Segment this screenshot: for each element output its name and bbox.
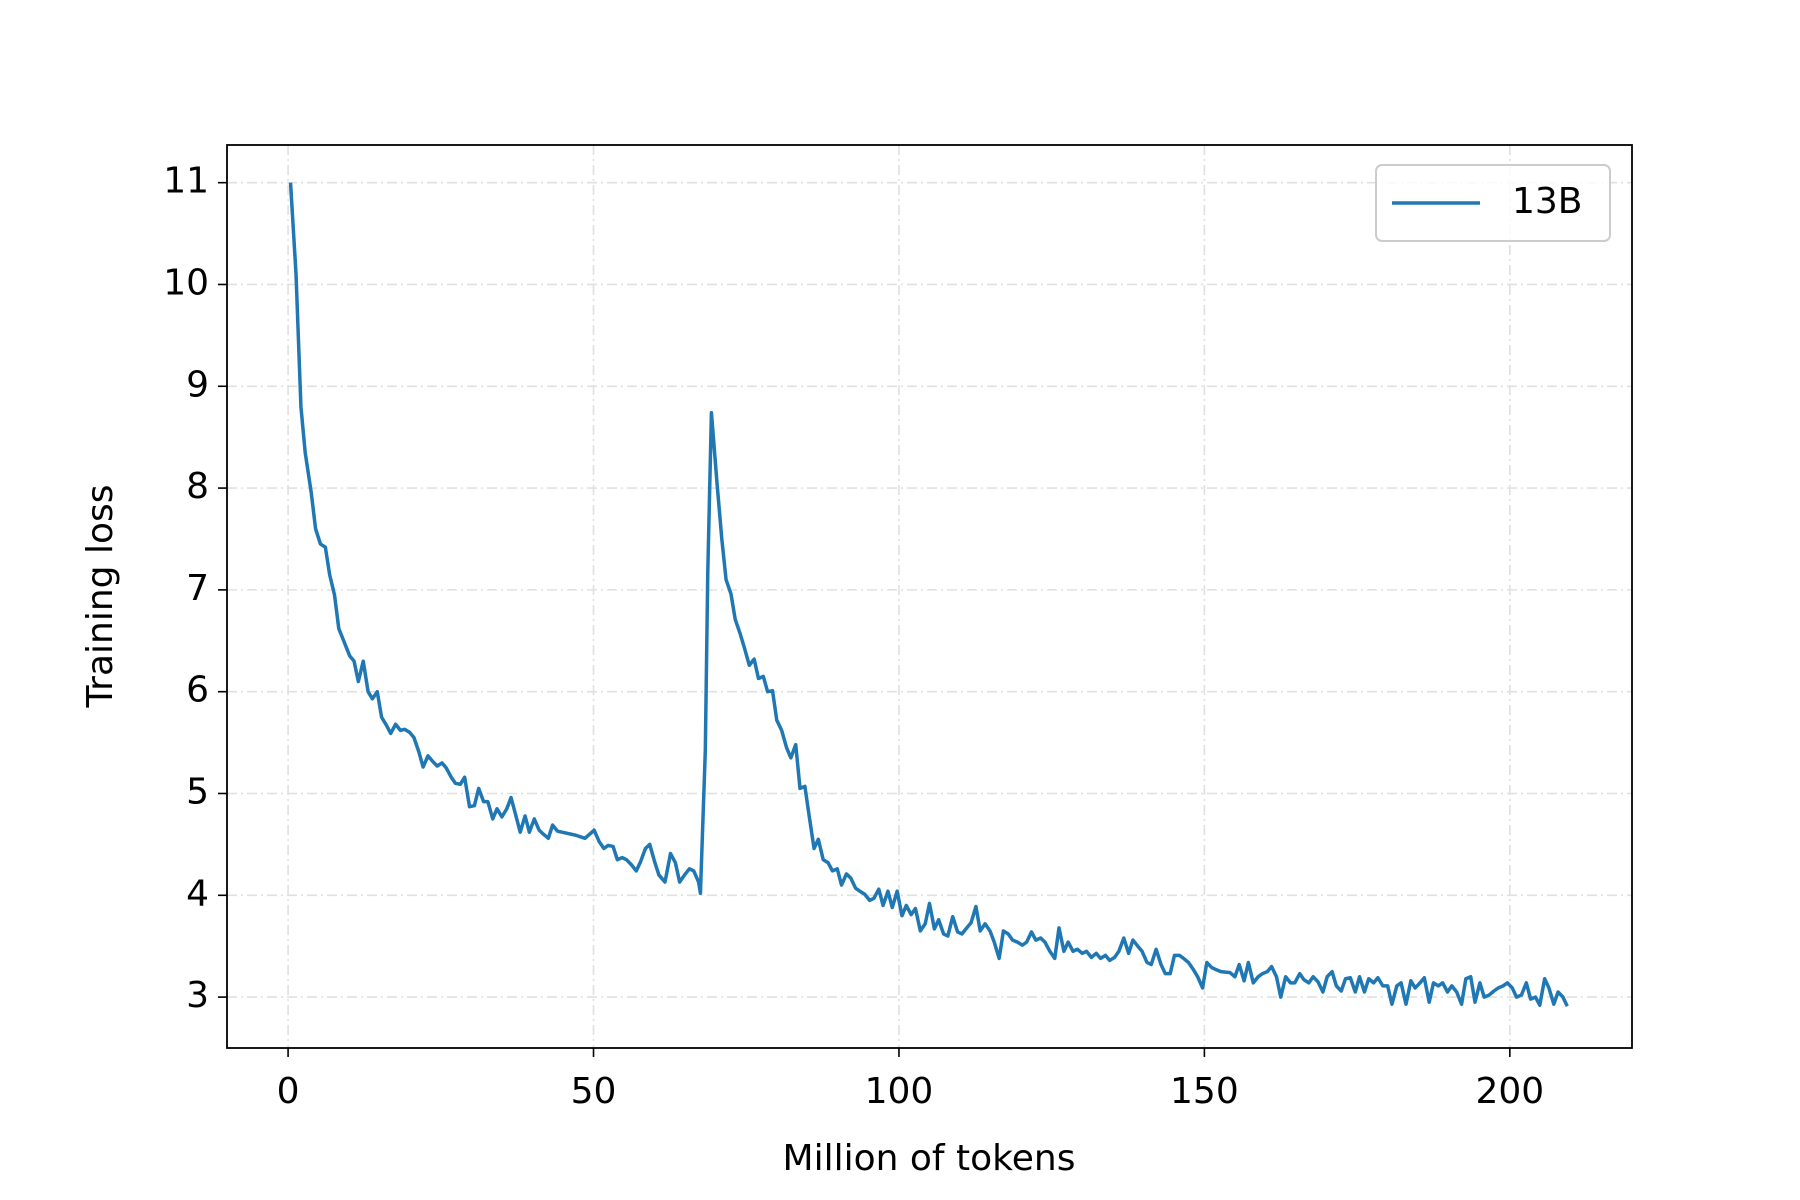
y-axis-label: Training loss [80, 484, 121, 708]
legend-label: 13B [1512, 181, 1583, 222]
y-tick-label: 4 [186, 873, 209, 914]
y-tick-label: 8 [186, 466, 209, 507]
y-tick-label: 9 [186, 364, 209, 405]
y-tick-label: 10 [163, 262, 209, 303]
plot-frame [226, 144, 1633, 1049]
y-tick-label: 6 [186, 670, 209, 711]
x-tick-label: 0 [277, 1071, 300, 1112]
x-axis-label: Million of tokens [783, 1138, 1076, 1179]
x-tick-label: 200 [1475, 1071, 1544, 1112]
y-tick-label: 11 [163, 161, 209, 202]
x-tick-label: 150 [1170, 1071, 1239, 1112]
x-tick-label: 50 [571, 1071, 617, 1112]
y-tick-label: 7 [186, 568, 209, 609]
x-tick-label: 100 [865, 1071, 934, 1112]
data-line [288, 182, 1569, 1008]
legend-box [1375, 164, 1611, 242]
y-tick-label: 3 [186, 975, 209, 1016]
y-tick-label: 5 [186, 771, 209, 812]
